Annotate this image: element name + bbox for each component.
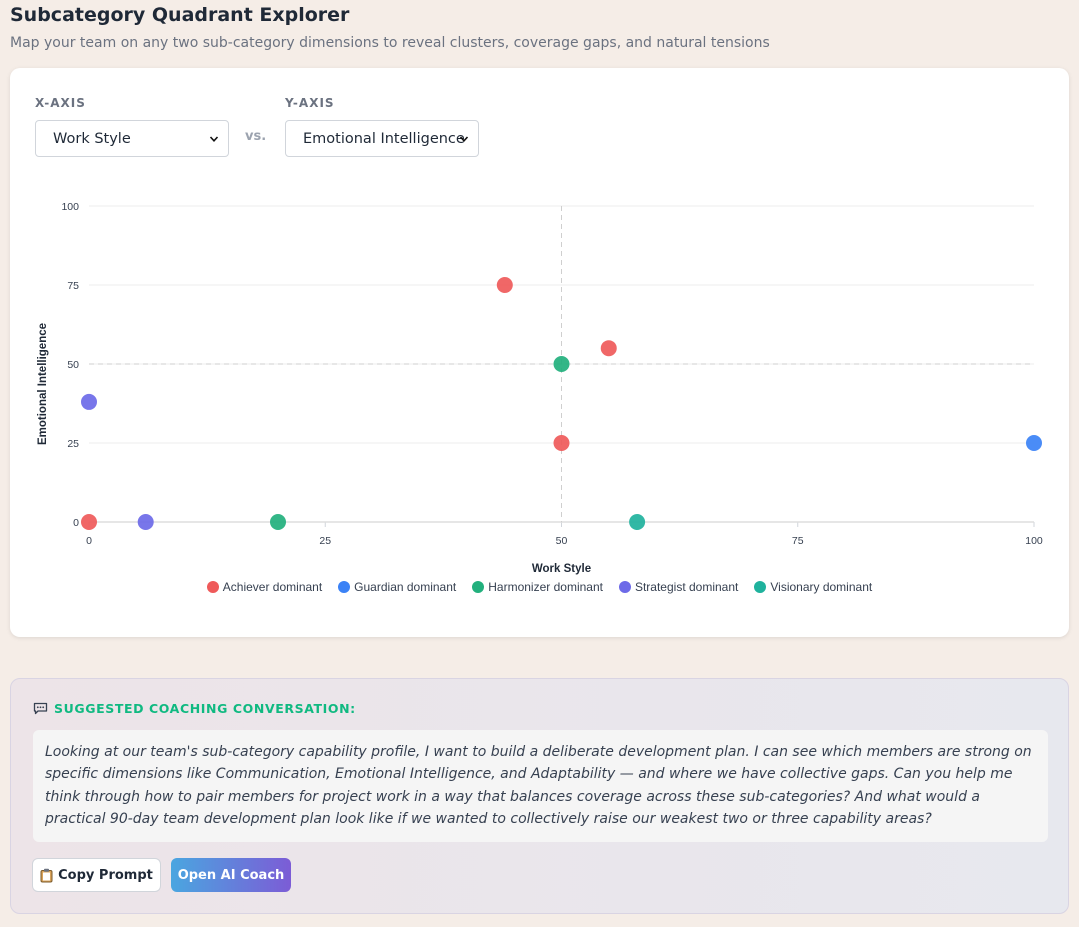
legend-swatch <box>338 581 351 593</box>
page-subtitle: Map your team on any two sub-category di… <box>10 35 770 51</box>
y-tick-label: 25 <box>67 438 79 450</box>
data-point <box>496 277 513 293</box>
legend-item[interactable]: Guardian dominant <box>338 580 456 594</box>
data-point <box>629 514 646 530</box>
y-axis-title: Emotional Intelligence <box>37 323 49 445</box>
y-tick-label: 75 <box>67 280 79 292</box>
data-point <box>553 435 570 451</box>
chevron-down-icon <box>209 136 219 142</box>
data-point <box>137 514 154 530</box>
x-tick-label: 50 <box>556 535 568 547</box>
x-tick-label: 100 <box>1025 535 1043 547</box>
y-tick-label: 100 <box>61 201 79 213</box>
data-point <box>600 340 617 357</box>
data-point <box>81 514 97 530</box>
copy-prompt-label: Copy Prompt <box>58 867 153 883</box>
data-point <box>553 356 570 372</box>
data-point <box>1026 435 1042 451</box>
vs-label: vs. <box>245 129 267 144</box>
coaching-prompt-text: Looking at our team's sub-category capab… <box>33 730 1048 842</box>
copy-prompt-button[interactable]: Copy Prompt <box>32 858 161 892</box>
coaching-heading-text: SUGGESTED COACHING CONVERSATION: <box>54 701 356 716</box>
data-point <box>270 514 286 530</box>
y-axis-selector-label: Y-AXIS <box>285 96 335 110</box>
legend-swatch <box>618 581 631 593</box>
legend-label: Achiever dominant <box>222 580 323 594</box>
x-tick-label: 75 <box>792 535 804 547</box>
open-ai-coach-button[interactable]: Open AI Coach <box>171 858 291 892</box>
legend-swatch <box>472 581 485 593</box>
legend-label: Guardian dominant <box>354 580 457 594</box>
legend-label: Harmonizer dominant <box>488 580 603 594</box>
legend-label: Strategist dominant <box>634 580 739 594</box>
legend-item[interactable]: Visionary dominant <box>754 580 872 594</box>
coaching-panel: SUGGESTED COACHING CONVERSATION: Looking… <box>10 678 1069 914</box>
page-title: Subcategory Quadrant Explorer <box>10 4 350 26</box>
y-tick-label: 0 <box>73 517 79 529</box>
y-axis-select-value: Emotional Intelligence <box>303 130 465 147</box>
x-axis-select-value: Work Style <box>53 130 131 147</box>
coaching-heading: SUGGESTED COACHING CONVERSATION: <box>33 701 356 716</box>
y-tick-label: 50 <box>67 359 79 371</box>
legend-label: Visionary dominant <box>770 580 873 594</box>
data-point <box>81 393 97 410</box>
legend-swatch <box>754 581 767 593</box>
legend-swatch <box>206 581 219 593</box>
clipboard-icon <box>40 868 53 882</box>
chevron-down-icon <box>459 136 469 142</box>
x-axis-selector-label: X-AXIS <box>35 96 86 110</box>
chart-legend: Achiever dominant Guardian dominant Harmon… <box>10 580 1069 594</box>
quadrant-card: X-AXIS Y-AXIS Work Style vs. Emotional I… <box>10 68 1069 637</box>
legend-item[interactable]: Harmonizer dominant <box>472 580 603 594</box>
legend-item[interactable]: Achiever dominant <box>206 580 323 594</box>
y-axis-select[interactable]: Emotional Intelligence <box>285 120 479 157</box>
scatter-chart: 0 25 50 75 100 0 25 50 75 100 Work Style Emotional … <box>37 201 1043 575</box>
legend-item[interactable]: Strategist dominant <box>618 580 739 594</box>
x-axis-select[interactable]: Work Style <box>35 120 229 157</box>
x-axis-title: Work Style <box>532 563 591 575</box>
x-tick-label: 0 <box>86 535 92 547</box>
speech-bubble-icon <box>33 702 48 715</box>
x-tick-label: 25 <box>319 535 331 547</box>
